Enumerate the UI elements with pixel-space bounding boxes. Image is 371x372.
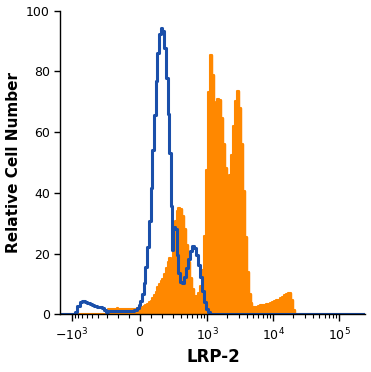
X-axis label: LRP-2: LRP-2: [186, 349, 240, 366]
Y-axis label: Relative Cell Number: Relative Cell Number: [6, 72, 20, 253]
